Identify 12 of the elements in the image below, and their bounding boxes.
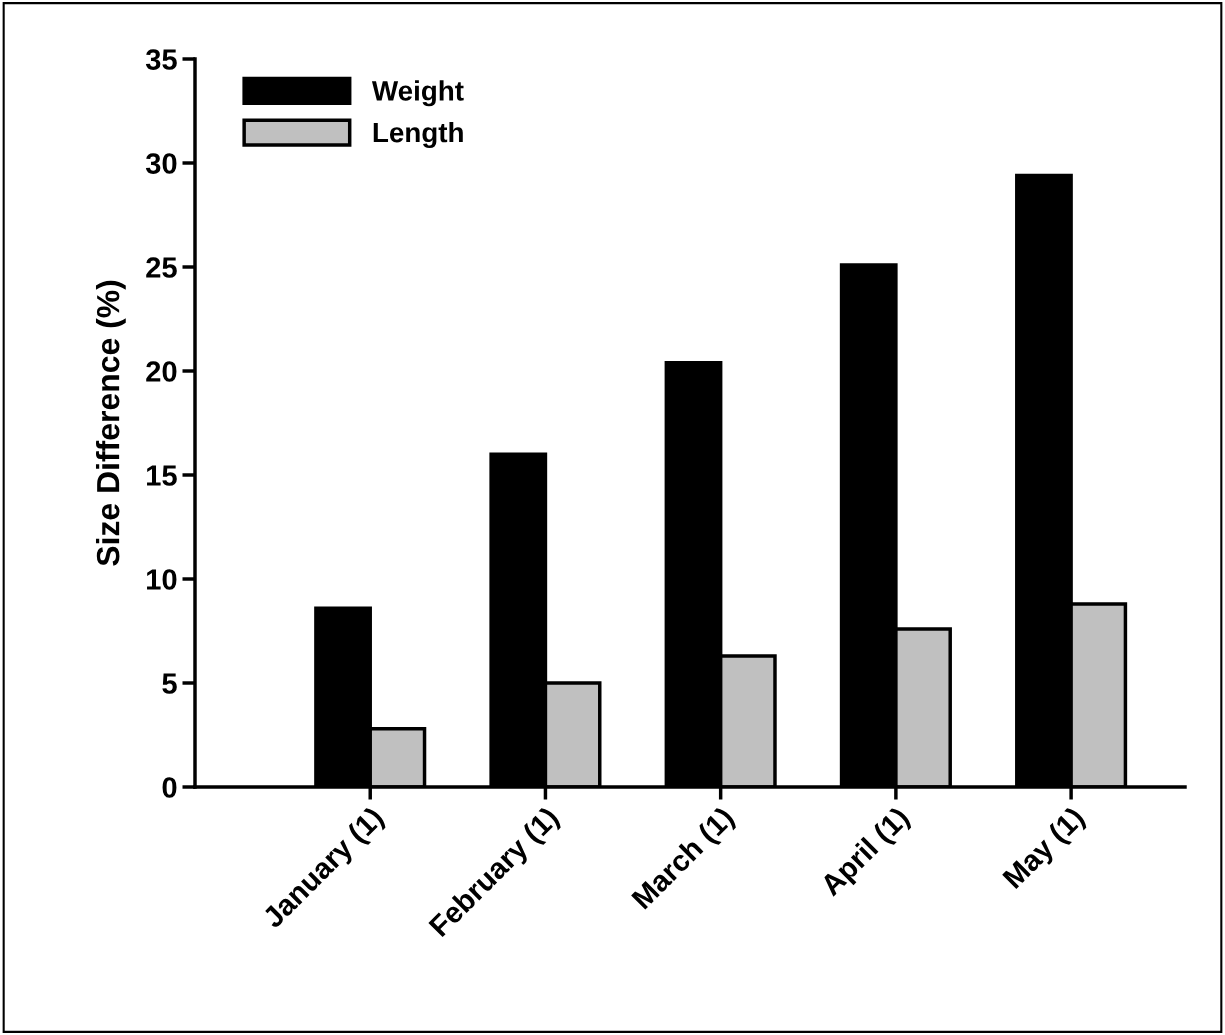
y-tick-label: 0	[162, 777, 177, 798]
y-tick-label: 30	[145, 153, 177, 174]
y-tick-label: 25	[146, 257, 177, 278]
x-tick-label: May (1)	[1001, 805, 1090, 894]
legend-label: Weight	[371, 80, 464, 107]
y-tick-label: 15	[147, 465, 177, 486]
legend-label: Length	[373, 121, 463, 148]
y-tick-label: 35	[145, 49, 177, 70]
y-axis-title: Size Difference (%)	[95, 280, 126, 566]
y-tick-label: 5	[162, 673, 177, 694]
y-tick-label: 10	[147, 569, 177, 590]
y-tick-label: 20	[146, 361, 177, 382]
